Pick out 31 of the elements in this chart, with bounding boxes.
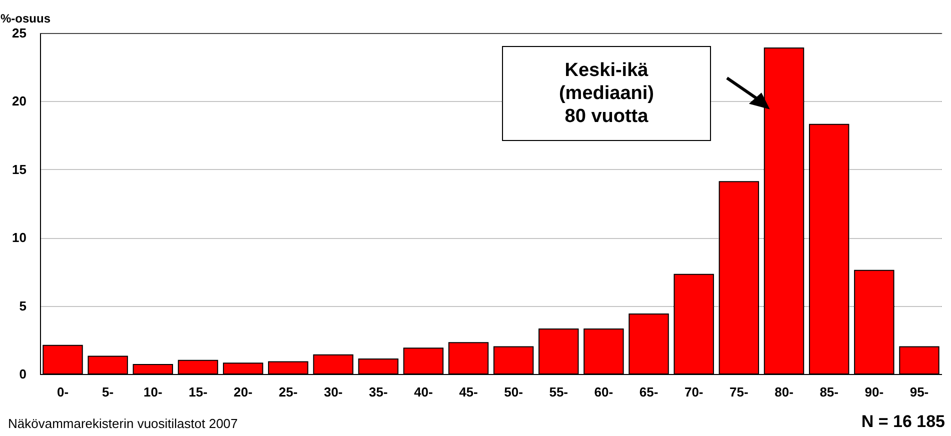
x-tick-label: 65- <box>639 384 658 400</box>
x-tick-label: 75- <box>730 384 748 400</box>
y-tick-label: 15 <box>12 162 26 177</box>
annotation: Keski-ikä (mediaani) 80 vuotta <box>558 59 654 128</box>
y-tick-label: 5 <box>19 298 26 314</box>
y-axis-title: %-osuus <box>0 12 51 26</box>
y-tick-label: 25 <box>12 26 26 40</box>
x-tick-label: 60- <box>594 384 614 400</box>
x-tick-label: 5- <box>102 384 114 400</box>
x-tick-label: 30- <box>324 384 343 400</box>
x-tick-label: 0- <box>56 384 69 400</box>
x-tick-label: 40- <box>414 384 433 400</box>
x-tick-label: 80- <box>774 384 794 400</box>
text: Näkövammarekisterin vuositilastot 2007 <box>8 416 238 431</box>
x-tick-label: 25- <box>278 384 298 400</box>
y-tick-label: 20 <box>12 94 26 109</box>
x-tick-label: 10- <box>144 384 162 400</box>
x-tick-label: 90- <box>864 384 884 400</box>
y-tick-label: 10 <box>12 230 26 246</box>
x-tick-label: 20- <box>234 384 252 400</box>
x-tick-label: 35- <box>368 384 388 400</box>
y-tick-label: 0 <box>19 366 26 382</box>
text-box: Keski-ikä (mediaani) 80 vuotta <box>502 46 711 141</box>
x-tick-label: 50- <box>504 384 523 400</box>
x-tick-label: 45- <box>459 384 478 400</box>
text: N = 16 185 <box>861 412 945 432</box>
x-tick-label: 15- <box>188 384 208 400</box>
x-tick-label: 85- <box>820 384 838 400</box>
x-tick-label: 70- <box>684 384 704 400</box>
x-tick-label: 55- <box>549 384 568 400</box>
x-tick-label: 95- <box>910 384 929 400</box>
